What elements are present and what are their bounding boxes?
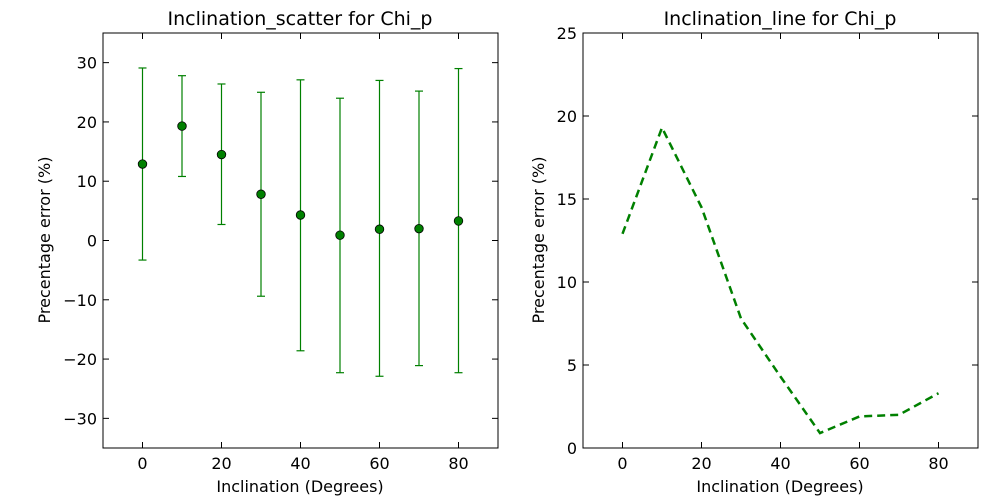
line-panel: Inclination_line for Chi_p 0 20 40 60 80 0 5 10… xyxy=(529,8,979,496)
scatter-ytick-label: 30 xyxy=(77,54,97,73)
line-ytick-label: 10 xyxy=(557,273,577,292)
scatter-ytick-label: −30 xyxy=(63,409,97,428)
line-ytick-label: 15 xyxy=(557,190,577,209)
line-xtick-label: 40 xyxy=(770,454,790,473)
scatter-frame xyxy=(102,32,499,449)
scatter-xtick-label: 40 xyxy=(290,454,310,473)
scatter-plot-area: 0 20 40 60 80 −30 −20 −10 0 10 20 30 xyxy=(63,33,498,473)
scatter-title: Inclination_scatter for Chi_p xyxy=(168,8,433,30)
data-point xyxy=(374,224,385,234)
data-point xyxy=(295,210,306,220)
data-point xyxy=(137,159,148,169)
line-frame xyxy=(582,32,979,449)
data-point xyxy=(256,189,266,199)
scatter-xtick-label: 80 xyxy=(448,454,468,473)
line-xtick-label: 0 xyxy=(617,454,627,473)
scatter-xtick-label: 0 xyxy=(137,454,147,473)
line-xlabel: Inclination (Degrees) xyxy=(696,477,863,496)
scatter-ytick-label: −10 xyxy=(63,291,97,310)
scatter-xtick-label: 60 xyxy=(369,454,389,473)
line-ytick-label: 25 xyxy=(557,24,577,43)
line-ylabel: Precentage error (%) xyxy=(529,157,548,324)
data-point xyxy=(216,149,227,160)
line-title: Inclination_line for Chi_p xyxy=(664,8,897,30)
scatter-xtick-label: 20 xyxy=(211,454,231,473)
data-point xyxy=(335,230,345,240)
line-ytick-label: 20 xyxy=(557,107,577,126)
line-ytick-label: 0 xyxy=(567,439,577,458)
line-plot-area: 0 20 40 60 80 0 5 10 15 20 25 xyxy=(557,24,978,473)
data-point xyxy=(177,121,187,131)
line-xtick-label: 20 xyxy=(691,454,711,473)
scatter-ytick-label: 0 xyxy=(87,232,97,251)
line-xtick-label: 80 xyxy=(928,454,948,473)
scatter-xlabel: Inclination (Degrees) xyxy=(216,477,383,496)
data-point xyxy=(414,223,424,234)
line-xtick-label: 60 xyxy=(849,454,869,473)
scatter-ytick-label: 10 xyxy=(77,172,97,191)
line-ytick-label: 5 xyxy=(567,356,577,375)
scatter-ytick-label: −20 xyxy=(63,350,97,369)
data-point xyxy=(453,216,464,226)
scatter-ytick-label: 20 xyxy=(77,113,97,132)
scatter-panel: Inclination_scatter for Chi_p 0 20 40 60 80 −… xyxy=(35,8,499,496)
series-line xyxy=(621,124,940,435)
scatter-ylabel: Precentage error (%) xyxy=(35,157,54,324)
